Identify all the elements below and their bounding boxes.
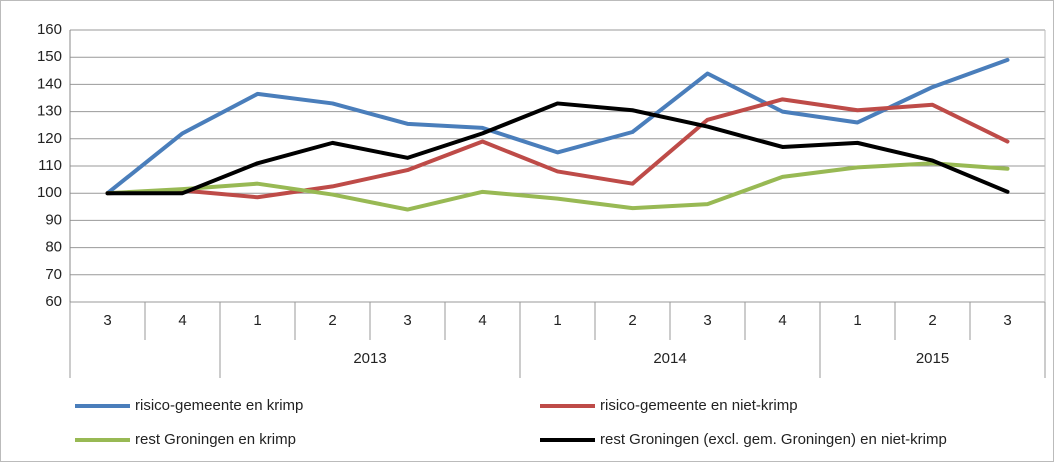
series-line [105, 101, 1010, 196]
group-label: 2015 [916, 350, 949, 367]
legend-label: risico-gemeente en krimp [135, 397, 303, 414]
x-tick-label: 3 [1003, 312, 1011, 329]
series-line [105, 97, 1010, 200]
y-tick-label: 90 [45, 211, 62, 228]
y-tick-label: 70 [45, 266, 62, 283]
group-label: 2014 [653, 350, 686, 367]
x-tick-label: 1 [853, 312, 861, 329]
y-tick-label: 150 [37, 48, 62, 65]
y-tick-label: 130 [37, 103, 62, 120]
x-tick-label: 1 [553, 312, 561, 329]
y-tick-label: 160 [37, 21, 62, 38]
y-tick-label: 120 [37, 130, 62, 147]
y-tick-label: 100 [37, 184, 62, 201]
legend-label: risico-gemeente en niet-krimp [600, 397, 798, 414]
legend-label: rest Groningen (excl. gem. Groningen) en… [600, 431, 947, 448]
x-tick-label: 4 [178, 312, 186, 329]
y-tick-label: 110 [38, 157, 62, 174]
x-tick-label: 3 [703, 312, 711, 329]
x-tick-label: 1 [253, 312, 261, 329]
x-tick-label: 2 [328, 312, 336, 329]
y-tick-label: 140 [37, 75, 62, 92]
x-tick-label: 3 [403, 312, 411, 329]
legend-label: rest Groningen en krimp [135, 431, 296, 448]
x-tick-label: 4 [778, 312, 786, 329]
x-tick-label: 3 [103, 312, 111, 329]
series-line [105, 161, 1010, 212]
x-tick-label: 4 [478, 312, 486, 329]
x-tick-label: 2 [928, 312, 936, 329]
group-label: 2013 [353, 350, 386, 367]
series-line [105, 57, 1010, 196]
x-tick-label: 2 [628, 312, 636, 329]
y-tick-label: 80 [45, 239, 62, 256]
y-tick-label: 60 [45, 293, 62, 310]
